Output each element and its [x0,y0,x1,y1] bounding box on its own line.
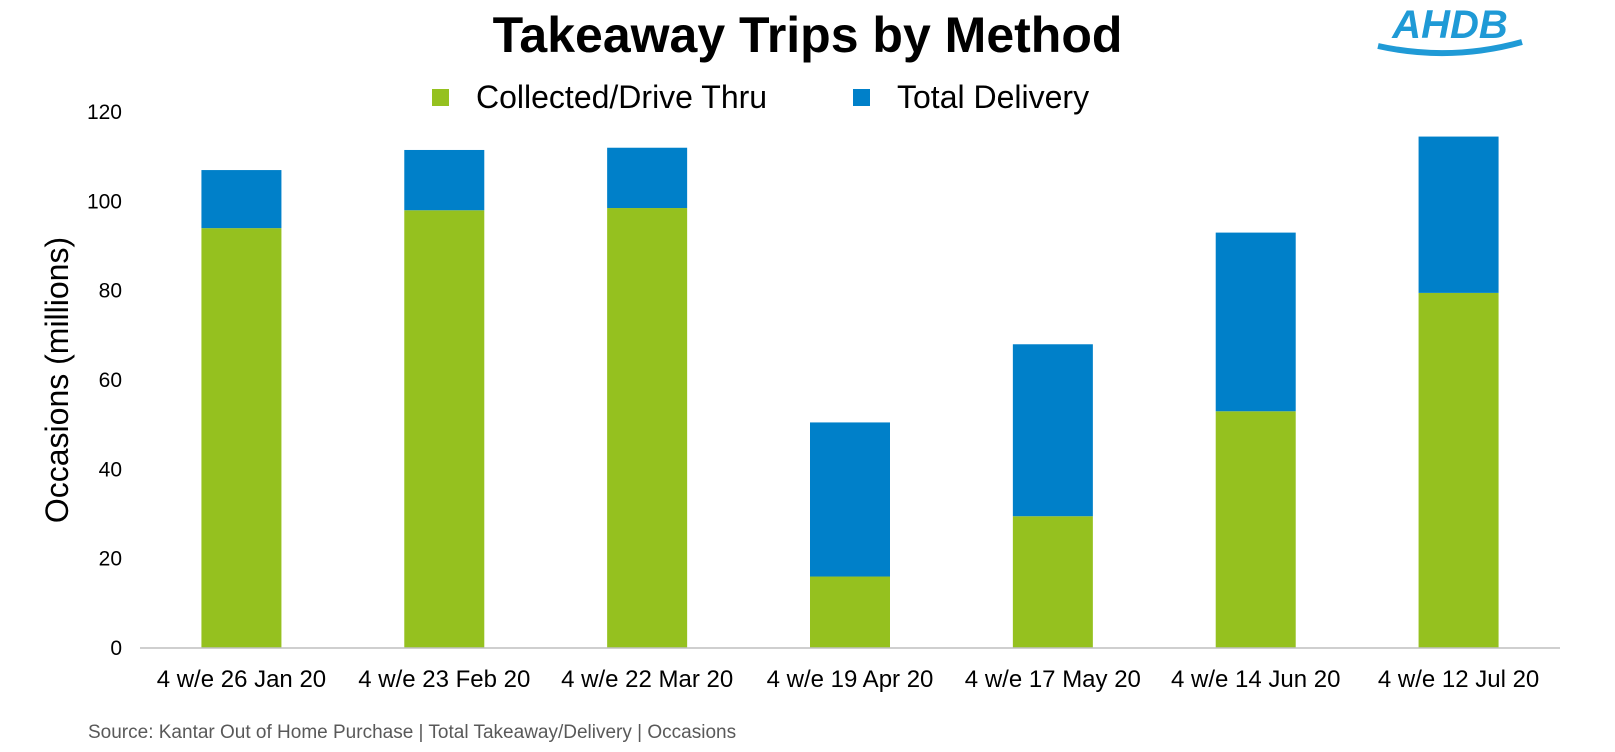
y-tick-label: 80 [99,280,122,303]
x-tick-label: 4 w/e 26 Jan 20 [157,666,326,693]
legend-label: Total Delivery [897,79,1089,115]
legend-label: Collected/Drive Thru [476,79,767,115]
y-tick-label: 60 [99,369,122,392]
bar-segment-collected [810,576,890,648]
bar-segment-delivery [810,422,890,577]
ahdb-logo: AHDB [1377,3,1523,57]
bar-segment-delivery [607,147,688,209]
bar-segment-delivery [1012,344,1093,517]
bar-segment-delivery [1215,232,1296,412]
legend: Collected/Drive Thru Total Delivery [432,79,1089,115]
bar-segment-collected [1418,292,1499,648]
bar-segment-delivery [201,170,282,229]
bar-segment-delivery [404,149,485,211]
x-tick-label: 4 w/e 17 May 20 [965,666,1141,693]
y-tick-label: 40 [99,458,122,481]
x-tick-label: 4 w/e 19 Apr 20 [767,666,934,693]
y-axis-label: Occasions (millions) [39,237,75,523]
bar-segment-collected [1012,516,1093,648]
x-tick-label: 4 w/e 22 Mar 20 [561,666,733,693]
bar-segment-collected [201,228,282,648]
bars [201,136,1499,649]
logo-wordmark: AHDB [1391,3,1508,47]
y-tick-label: 20 [99,548,122,571]
legend-swatch [853,89,870,106]
bar-segment-collected [607,208,688,649]
y-tick-label: 0 [110,637,122,660]
x-tick-label: 4 w/e 12 Jul 20 [1378,666,1539,693]
x-tick-label: 4 w/e 23 Feb 20 [358,666,530,693]
x-tick-label: 4 w/e 14 Jun 20 [1171,666,1340,693]
logo-swoosh [1377,39,1523,57]
y-tick-label: 100 [87,190,122,213]
y-axis: 0 20 40 60 80 100 120 [87,101,122,660]
source-note: Source: Kantar Out of Home Purchase | To… [88,722,737,743]
legend-swatch [432,89,449,106]
stacked-bar-chart: Collected/Drive Thru Total Delivery 0 20 40… [39,79,1560,693]
x-axis: 4 w/e 26 Jan 20 4 w/e 23 Feb 20 4 w/e 22 M… [157,666,1540,693]
y-tick-label: 120 [87,101,122,124]
bar-segment-collected [404,210,485,648]
bar-segment-delivery [1418,136,1499,293]
chart-title: Takeaway Trips by Method [492,7,1123,63]
bar-segment-collected [1215,411,1296,648]
